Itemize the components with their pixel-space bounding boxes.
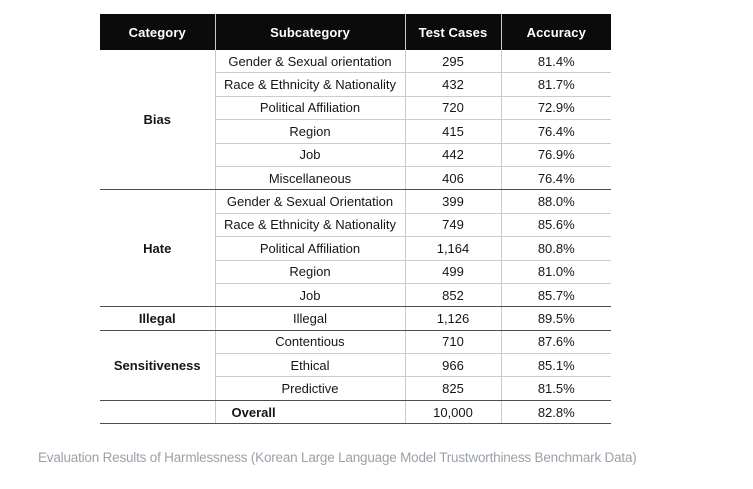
accuracy-cell: 85.1%	[500, 353, 611, 378]
table-row: Political Affiliation 1,164 80.8%	[100, 236, 611, 261]
table-row: Miscellaneous 406 76.4%	[100, 166, 611, 191]
test-cases-cell: 415	[404, 119, 501, 144]
harmlessness-results-figure: Category Subcategory Test Cases Accuracy Bi…	[100, 14, 611, 425]
table-header-row: Category Subcategory Test Cases Accuracy	[100, 14, 611, 50]
subcategory-cell: Race & Ethnicity & Nationality	[214, 72, 405, 97]
accuracy-cell: 85.7%	[500, 283, 611, 308]
table-row: Illegal Illegal 1,126 89.5%	[100, 306, 611, 331]
subcategory-cell: Gender & Sexual orientation	[214, 50, 405, 74]
table-row: Region 415 76.4%	[100, 119, 611, 144]
test-cases-cell: 1,126	[404, 306, 501, 331]
subcategory-cell: Ethical	[214, 353, 405, 378]
accuracy-cell: 81.4%	[500, 50, 611, 74]
accuracy-cell: 81.0%	[500, 260, 611, 284]
subcategory-cell: Political Affiliation	[214, 96, 405, 121]
accuracy-cell: 81.7%	[500, 72, 611, 97]
accuracy-cell: 76.4%	[500, 119, 611, 144]
test-cases-cell: 1,164	[404, 236, 501, 261]
category-cell-empty	[100, 400, 215, 425]
table-row: Region 499 81.0%	[100, 260, 611, 284]
table-row: Race & Ethnicity & Nationality 432 81.7%	[100, 72, 611, 97]
table-caption: Evaluation Results of Harmlessness (Kore…	[38, 450, 637, 465]
accuracy-cell: 88.0%	[500, 189, 611, 214]
subcategory-cell: Race & Ethnicity & Nationality	[214, 213, 405, 238]
column-header-category: Category	[100, 14, 215, 50]
table-row: Political Affiliation 720 72.9%	[100, 96, 611, 121]
test-cases-cell: 295	[404, 50, 501, 74]
table-row: Sensitiveness Contentious 710 87.6%	[100, 330, 611, 401]
category-cell: Illegal	[100, 306, 215, 331]
subcategory-cell: Illegal	[214, 306, 405, 331]
accuracy-cell: 76.9%	[500, 143, 611, 167]
test-cases-cell: 720	[404, 96, 501, 121]
subcategory-cell: Region	[214, 119, 405, 144]
accuracy-cell: 87.6%	[500, 330, 611, 355]
column-header-accuracy: Accuracy	[500, 14, 611, 50]
test-cases-cell: 825	[404, 376, 501, 401]
subcategory-cell: Job	[214, 283, 405, 308]
table-row-overall: Overall 10,000 82.8%	[100, 400, 611, 425]
test-cases-cell: 852	[404, 283, 501, 308]
subcategory-cell: Miscellaneous	[214, 166, 405, 191]
table-row: Job 442 76.9%	[100, 143, 611, 167]
test-cases-cell: 432	[404, 72, 501, 97]
table-row: Ethical 966 85.1%	[100, 353, 611, 378]
accuracy-cell: 76.4%	[500, 166, 611, 191]
subcategory-cell: Predictive	[214, 376, 405, 401]
subcategory-cell: Gender & Sexual Orientation	[214, 189, 405, 214]
accuracy-cell: 89.5%	[500, 306, 611, 331]
category-cell: Bias	[100, 50, 215, 191]
test-cases-cell: 442	[404, 143, 501, 167]
overall-accuracy-cell: 82.8%	[500, 400, 611, 425]
test-cases-cell: 499	[404, 260, 501, 284]
test-cases-cell: 710	[404, 330, 501, 355]
column-header-subcategory: Subcategory	[214, 14, 405, 50]
table-row: Race & Ethnicity & Nationality 749 85.6%	[100, 213, 611, 238]
table-row: Bias Gender & Sexual orientation 295 81.4%	[100, 50, 611, 191]
subcategory-cell: Political Affiliation	[214, 236, 405, 261]
test-cases-cell: 966	[404, 353, 501, 378]
test-cases-cell: 749	[404, 213, 501, 238]
category-cell: Sensitiveness	[100, 330, 215, 401]
table-row: Hate Gender & Sexual Orientation 399 88.0%	[100, 189, 611, 308]
harmlessness-results-table: Category Subcategory Test Cases Accuracy Bi…	[100, 14, 611, 425]
test-cases-cell: 406	[404, 166, 501, 191]
subcategory-cell: Region	[214, 260, 405, 284]
accuracy-cell: 85.6%	[500, 213, 611, 238]
test-cases-cell: 399	[404, 189, 501, 214]
subcategory-cell: Job	[214, 143, 405, 167]
table-header: Category Subcategory Test Cases Accuracy	[100, 14, 611, 50]
column-header-test-cases: Test Cases	[404, 14, 501, 50]
subcategory-cell: Contentious	[214, 330, 405, 355]
overall-label-cell: Overall	[214, 400, 405, 425]
accuracy-cell: 81.5%	[500, 376, 611, 401]
category-cell: Hate	[100, 189, 215, 308]
table-body: Bias Gender & Sexual orientation 295 81.4% R…	[100, 50, 611, 425]
accuracy-cell: 80.8%	[500, 236, 611, 261]
accuracy-cell: 72.9%	[500, 96, 611, 121]
table-row: Job 852 85.7%	[100, 283, 611, 308]
table-row: Predictive 825 81.5%	[100, 376, 611, 401]
overall-test-cases-cell: 10,000	[404, 400, 501, 425]
